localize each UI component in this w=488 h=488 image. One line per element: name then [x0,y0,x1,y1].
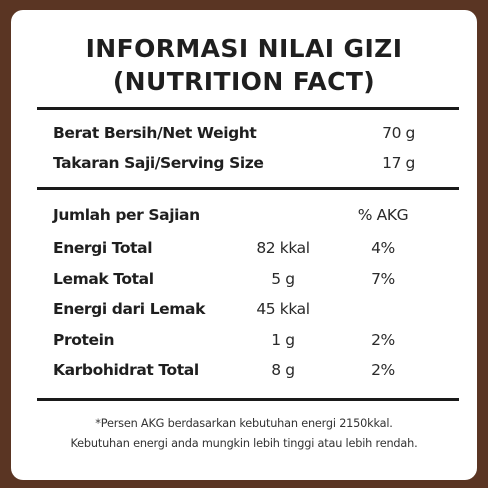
nutrient-row: Energi Total 82 kkal 4% [53,235,415,261]
nutrient-akg: 2% [371,331,395,349]
nutrition-label-card: INFORMASI NILAI GIZI (NUTRITION FACT) Be… [11,10,477,480]
footnote-line-2: Kebutuhan energi anda mungkin lebih ting… [70,437,418,450]
nutrient-amount: 8 g [271,361,295,379]
serving-size-row: Takaran Saji/Serving Size 17 g [53,150,415,176]
serving-size-value: 17 g [382,154,415,172]
nutrient-akg: 7% [371,270,395,288]
nutrient-amount: 45 kkal [256,300,310,318]
net-weight-label: Berat Bersih/Net Weight [53,124,257,142]
nutrient-name: Energi Total [53,239,153,257]
title-line-1: INFORMASI NILAI GIZI [85,34,403,63]
nutrient-name: Protein [53,331,115,349]
serving-size-label: Takaran Saji/Serving Size [53,154,264,172]
nutrient-name: Karbohidrat Total [53,361,199,379]
nutrient-name: Energi dari Lemak [53,300,205,318]
nutrient-row: Karbohidrat Total 8 g 2% [53,357,415,383]
nutrient-row: Energi dari Lemak 45 kkal [53,296,415,322]
nutrient-akg: 2% [371,361,395,379]
middle-divider [37,187,459,190]
nutrient-amount: 5 g [271,270,295,288]
net-weight-row: Berat Bersih/Net Weight 70 g [53,120,415,146]
nutrient-name: Lemak Total [53,270,154,288]
title-line-2: (NUTRITION FACT) [112,67,376,96]
nutrient-row: Lemak Total 5 g 7% [53,266,415,292]
nutrient-amount: 1 g [271,331,295,349]
nutrient-header-label: Jumlah per Sajian [53,206,200,224]
bottom-divider [37,398,459,401]
nutrient-header-row: Jumlah per Sajian % AKG [53,202,415,228]
top-divider [37,107,459,110]
nutrient-row: Protein 1 g 2% [53,327,415,353]
label-title: INFORMASI NILAI GIZI (NUTRITION FACT) [11,32,477,98]
nutrient-amount: 82 kkal [256,239,310,257]
net-weight-value: 70 g [382,124,415,142]
nutrient-akg: 4% [371,239,395,257]
akg-header: % AKG [357,206,409,224]
footnote-line-1: *Persen AKG berdasarkan kebutuhan energi… [95,417,393,430]
